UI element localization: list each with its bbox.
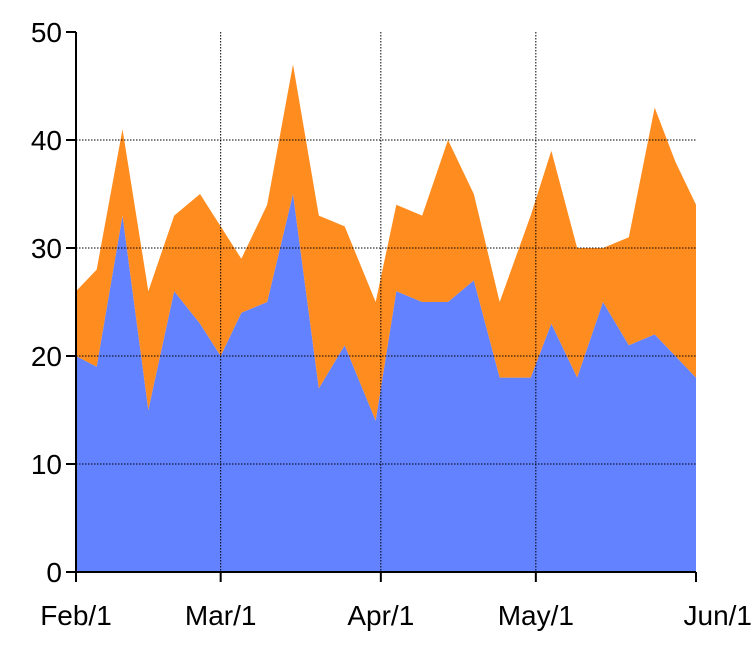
y-tick-label: 40 <box>31 125 62 156</box>
labels-layer: 0 10 20 30 40 50 Feb/1 Mar/1 Apr/1 May/1 Jun/1 <box>31 17 752 631</box>
grid-layer <box>76 32 696 572</box>
y-tick-label: 20 <box>31 341 62 372</box>
areas-layer <box>76 64 696 572</box>
x-tick-label: Jun/1 <box>684 600 753 631</box>
area-series-2 <box>76 64 696 421</box>
axes-layer <box>66 31 697 582</box>
area-series-1 <box>76 194 696 572</box>
y-tick-label: 10 <box>31 449 62 480</box>
y-tick-label: 30 <box>31 233 62 264</box>
y-tick-label: 50 <box>31 17 62 48</box>
x-tick-label: Feb/1 <box>40 600 112 631</box>
x-tick-label: Apr/1 <box>347 600 414 631</box>
y-tick-label: 0 <box>46 557 62 588</box>
x-tick-label: Mar/1 <box>185 600 257 631</box>
x-tick-label: May/1 <box>498 600 574 631</box>
